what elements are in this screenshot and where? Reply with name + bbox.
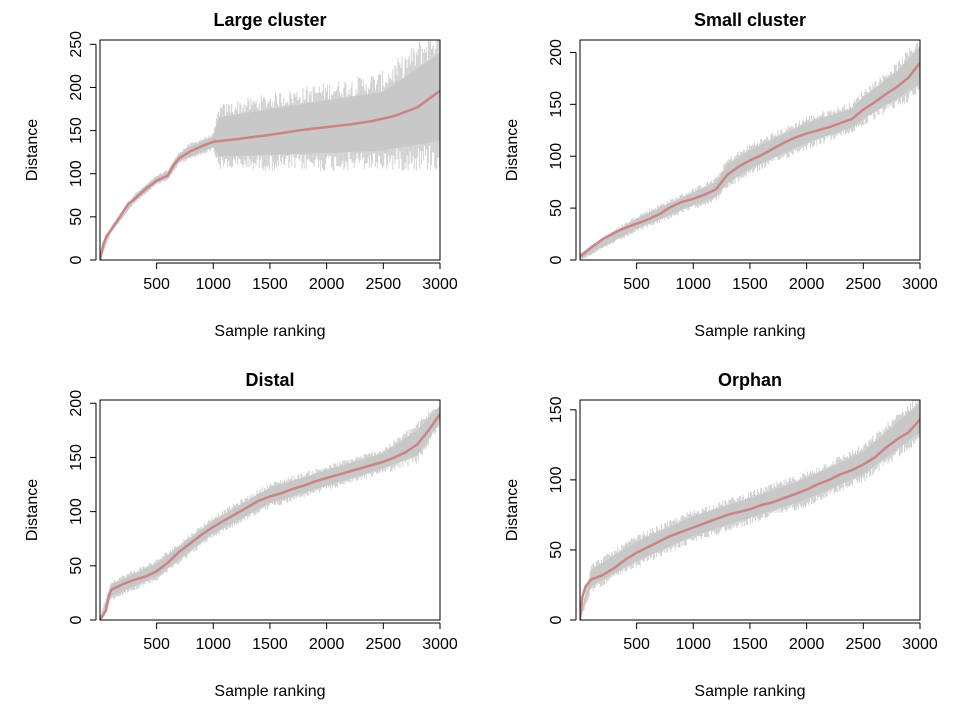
x-tick-label: 3000	[422, 636, 458, 653]
y-tick-label: 200	[68, 390, 85, 417]
x-tick-label: 3000	[902, 636, 938, 653]
panel-title: Distal	[245, 370, 294, 390]
x-tick-label: 500	[623, 276, 650, 293]
x-tick-label: 3000	[902, 276, 938, 293]
plot-area	[580, 42, 920, 260]
y-tick-label: 150	[68, 444, 85, 471]
y-tick-label: 50	[68, 557, 85, 575]
series-line-1	[100, 89, 440, 260]
y-tick-label: 0	[548, 255, 565, 264]
x-tick-label: 500	[143, 276, 170, 293]
y-tick-label: 100	[548, 466, 565, 493]
x-tick-label: 2000	[309, 276, 345, 293]
y-tick-label: 100	[548, 143, 565, 170]
plot-area	[580, 400, 920, 620]
y-tick-label: 0	[68, 255, 85, 264]
x-tick-label: 3000	[422, 276, 458, 293]
x-tick-label: 1000	[675, 276, 711, 293]
y-axis-label: Distance	[24, 119, 41, 181]
series-line-1	[580, 62, 920, 258]
x-axis-label: Sample ranking	[694, 683, 805, 700]
x-tick-label: 2500	[366, 276, 402, 293]
x-axis-label: Sample ranking	[214, 683, 325, 700]
plot-frame	[579, 39, 921, 261]
x-tick-label: 2000	[309, 636, 345, 653]
y-axis-label: Distance	[24, 479, 41, 541]
panel-title: Small cluster	[694, 10, 806, 30]
x-axis-label: Sample ranking	[214, 323, 325, 340]
x-tick-label: 2500	[846, 276, 882, 293]
y-tick-label: 150	[68, 117, 85, 144]
x-axis-label: Sample ranking	[694, 323, 805, 340]
x-tick-label: 1000	[195, 276, 231, 293]
x-tick-label: 500	[623, 636, 650, 653]
x-tick-label: 1500	[732, 276, 768, 293]
panel-title: Large cluster	[213, 10, 326, 30]
chart-panel-4: 500 1000 1500 2000 2500 3000 0 50 100 150 Orphan Sa…	[504, 370, 938, 700]
x-tick-label: 2500	[366, 636, 402, 653]
plot-area	[100, 40, 440, 260]
chart-panel-1: 500 1000 1500 2000 2500 3000 0 50 100 150 200 250 La…	[24, 10, 458, 340]
chart-panel-3: 500 1000 1500 2000 2500 3000 0 50 100 150 200 Dista…	[24, 370, 458, 700]
plot-frame	[579, 399, 921, 621]
x-tick-label: 2000	[789, 276, 825, 293]
y-tick-label: 50	[548, 541, 565, 559]
x-tick-label: 1500	[252, 276, 288, 293]
y-tick-label: 200	[68, 74, 85, 101]
y-axis-label: Distance	[504, 479, 521, 541]
x-tick-label: 2500	[846, 636, 882, 653]
y-tick-label: 150	[548, 396, 565, 423]
x-tick-label: 1500	[732, 636, 768, 653]
y-tick-label: 250	[68, 31, 85, 58]
x-tick-label: 1500	[252, 636, 288, 653]
y-tick-label: 0	[548, 615, 565, 624]
series-line-1	[580, 418, 920, 620]
y-tick-label: 200	[548, 39, 565, 66]
plot-area	[100, 406, 440, 620]
chart-panel-2: 500 1000 1500 2000 2500 3000 0 50 100 150 200 Small…	[504, 10, 938, 340]
envelope-band	[100, 406, 440, 620]
y-tick-label: 0	[68, 615, 85, 624]
x-tick-label: 1000	[675, 636, 711, 653]
y-tick-label: 150	[548, 91, 565, 118]
sample-spikes	[100, 40, 440, 260]
x-tick-label: 1000	[195, 636, 231, 653]
panel-title: Orphan	[718, 370, 782, 390]
sample-spikes	[100, 406, 440, 620]
y-tick-label: 100	[68, 160, 85, 187]
plot-frame	[99, 399, 441, 621]
series-line-1	[100, 413, 440, 620]
x-tick-label: 500	[143, 636, 170, 653]
x-tick-label: 2000	[789, 636, 825, 653]
y-tick-label: 50	[548, 199, 565, 217]
y-tick-label: 50	[68, 208, 85, 226]
y-axis-label: Distance	[504, 119, 521, 181]
y-tick-label: 100	[68, 498, 85, 525]
plot-frame	[99, 39, 441, 261]
